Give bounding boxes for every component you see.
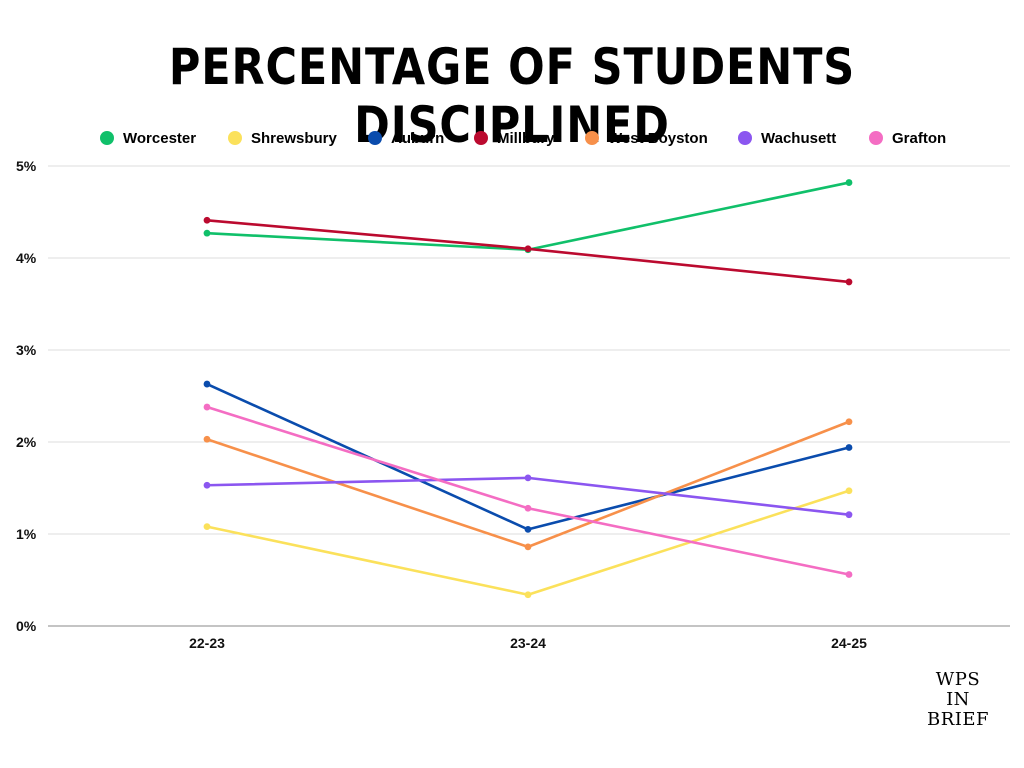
- data-point-wachusett: [203, 481, 211, 489]
- x-tick-label: 24-25: [831, 635, 867, 651]
- data-point-millbury: [524, 245, 532, 253]
- logo-line-1: WPS: [935, 669, 981, 690]
- data-point-millbury: [203, 216, 211, 224]
- legend-item-grafton: Grafton: [869, 127, 946, 149]
- legend-dot-icon: [474, 131, 488, 145]
- logo-line-2: IN: [946, 689, 970, 710]
- legend-label: Grafton: [892, 129, 947, 147]
- data-point-west-boyston: [845, 418, 853, 426]
- legend-dot-icon: [100, 131, 114, 145]
- legend-item-shrewsbury: Shrewsbury: [228, 127, 337, 149]
- data-point-grafton: [524, 504, 532, 512]
- legend-dot-icon: [585, 131, 599, 145]
- legend-dot-icon: [228, 131, 242, 145]
- legend-dot-icon: [738, 131, 752, 145]
- data-point-shrewsbury: [845, 487, 853, 495]
- legend-label: Millbury: [497, 129, 555, 147]
- legend-item-worcester: Worcester: [100, 127, 196, 149]
- x-tick-label: 22-23: [189, 635, 225, 651]
- data-point-west-boyston: [203, 435, 211, 443]
- y-tick-label: 2%: [16, 434, 37, 450]
- x-tick-label: 23-24: [510, 635, 546, 651]
- y-tick-label: 0%: [16, 618, 37, 634]
- legend-item-west-boyston: West Boyston: [585, 127, 708, 149]
- data-point-shrewsbury: [203, 523, 211, 531]
- data-point-wachusett: [524, 474, 532, 482]
- legend: Worcester Shrewsbury Auburn Millbury West Bo…: [0, 127, 1024, 149]
- legend-label: Wachusett: [761, 129, 837, 147]
- data-point-worcester: [845, 179, 853, 186]
- data-point-worcester: [203, 229, 211, 237]
- legend-label: Auburn: [391, 129, 445, 147]
- data-point-auburn: [203, 380, 211, 388]
- data-point-grafton: [845, 571, 853, 578]
- legend-item-auburn: Auburn: [368, 127, 444, 149]
- data-point-millbury: [845, 278, 853, 286]
- legend-item-millbury: Millbury: [474, 127, 555, 149]
- data-point-wachusett: [845, 511, 853, 519]
- data-point-auburn: [524, 526, 532, 533]
- y-tick-label: 1%: [16, 526, 37, 542]
- legend-dot-icon: [869, 131, 883, 145]
- data-point-west-boyston: [524, 543, 532, 551]
- data-point-grafton: [203, 403, 211, 411]
- legend-label: Shrewsbury: [251, 129, 337, 147]
- y-tick-label: 5%: [16, 158, 37, 174]
- data-point-auburn: [845, 444, 853, 451]
- legend-label: Worcester: [123, 129, 197, 147]
- y-tick-label: 3%: [16, 342, 37, 358]
- wps-in-brief-logo: WPS IN BRIEF: [918, 670, 998, 730]
- legend-item-wachusett: Wachusett: [738, 127, 836, 149]
- legend-label: West Boyston: [608, 129, 708, 147]
- series-line-worcester: [205, 181, 851, 252]
- data-point-shrewsbury: [524, 591, 532, 599]
- logo-line-3: BRIEF: [926, 709, 990, 730]
- chart-title: PERCENTAGE OF STUDENTS DISCIPLINED: [168, 38, 856, 154]
- y-tick-label: 4%: [16, 250, 37, 266]
- legend-dot-icon: [368, 131, 382, 145]
